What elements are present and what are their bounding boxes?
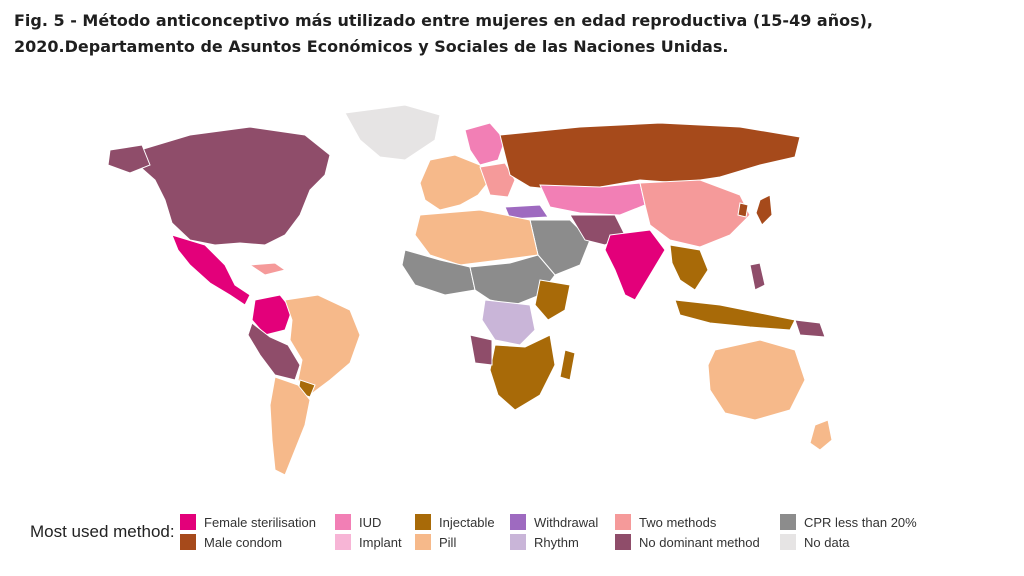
world-map bbox=[107, 104, 833, 476]
region-angola bbox=[469, 334, 493, 366]
legend-swatch bbox=[415, 534, 431, 550]
region-east-africa bbox=[534, 279, 571, 321]
legend-swatch bbox=[510, 514, 526, 530]
figure-caption: Fig. 5 - Método anticonceptivo más utili… bbox=[14, 11, 873, 56]
region-colombia bbox=[251, 294, 293, 336]
legend-swatch bbox=[615, 514, 631, 530]
region-drc bbox=[481, 299, 536, 346]
region-central-asia bbox=[539, 182, 646, 216]
legend-item-no-dominant-method: No dominant method bbox=[615, 532, 760, 552]
region-new-zealand bbox=[809, 419, 833, 451]
legend-item-male-condom: Male condom bbox=[180, 532, 282, 552]
legend-swatch bbox=[335, 514, 351, 530]
legend-item-no-data: No data bbox=[780, 532, 850, 552]
legend-item-two-methods: Two methods bbox=[615, 512, 716, 532]
region-madagascar bbox=[559, 349, 576, 381]
region-southern-africa bbox=[489, 334, 556, 411]
legend-swatch bbox=[780, 514, 796, 530]
region-north-africa bbox=[414, 209, 539, 266]
region-argentina-chile bbox=[269, 376, 311, 476]
region-india bbox=[604, 229, 666, 301]
region-alaska bbox=[107, 144, 151, 174]
legend-swatch bbox=[510, 534, 526, 550]
legend-swatch bbox=[335, 534, 351, 550]
region-philippines bbox=[749, 262, 766, 291]
legend: Most used method: Female sterilisation M… bbox=[30, 508, 1010, 568]
region-brazil bbox=[284, 294, 361, 396]
legend-swatch bbox=[615, 534, 631, 550]
region-north-america bbox=[137, 126, 331, 246]
legend-swatch bbox=[415, 514, 431, 530]
legend-item-female-sterilisation: Female sterilisation bbox=[180, 512, 316, 532]
region-scandinavia bbox=[464, 122, 506, 166]
legend-item-withdrawal: Withdrawal bbox=[510, 512, 598, 532]
region-greenland bbox=[344, 104, 441, 161]
region-china bbox=[639, 179, 751, 248]
region-russia bbox=[499, 122, 801, 191]
region-japan bbox=[755, 194, 773, 226]
region-eastern-europe bbox=[479, 162, 516, 198]
region-korea bbox=[737, 202, 749, 218]
legend-swatch bbox=[180, 514, 196, 530]
legend-item-cpr-less-than-20: CPR less than 20% bbox=[780, 512, 917, 532]
legend-item-rhythm: Rhythm bbox=[510, 532, 579, 552]
legend-swatch bbox=[180, 534, 196, 550]
region-southeast-asia bbox=[669, 244, 709, 291]
legend-item-injectable: Injectable bbox=[415, 512, 495, 532]
region-peru-bolivia bbox=[247, 322, 301, 381]
region-turkey bbox=[504, 204, 549, 220]
legend-item-pill: Pill bbox=[415, 532, 456, 552]
region-caribbean bbox=[248, 262, 287, 276]
region-papua bbox=[794, 319, 826, 338]
region-mexico bbox=[171, 234, 251, 306]
legend-item-iud: IUD bbox=[335, 512, 381, 532]
region-indonesia bbox=[674, 299, 796, 331]
region-western-europe bbox=[419, 154, 491, 211]
legend-item-implant: Implant bbox=[335, 532, 402, 552]
region-west-africa bbox=[401, 249, 476, 296]
legend-swatch bbox=[780, 534, 796, 550]
legend-title: Most used method: bbox=[30, 522, 175, 541]
region-australia bbox=[707, 339, 806, 421]
